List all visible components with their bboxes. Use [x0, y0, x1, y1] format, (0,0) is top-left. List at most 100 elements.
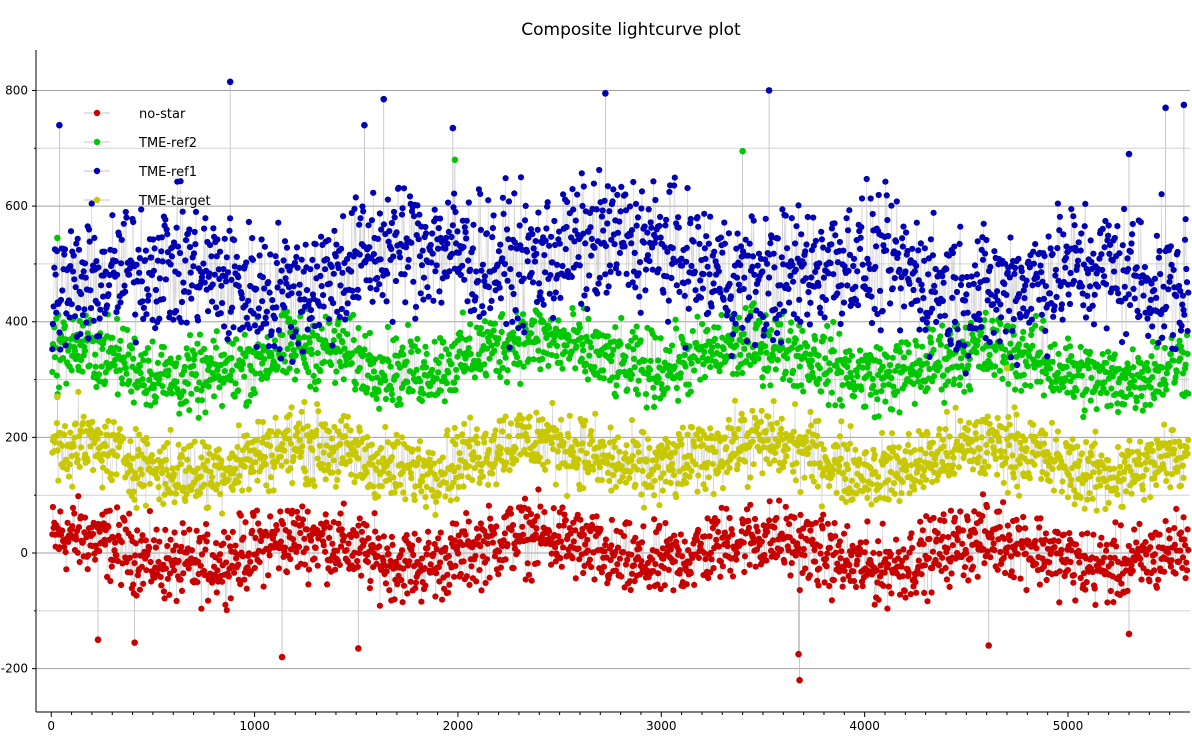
data-point [845, 267, 852, 274]
data-point [741, 274, 748, 281]
data-point [628, 551, 635, 558]
data-point [90, 530, 97, 538]
data-point [1117, 522, 1124, 529]
data-point [818, 516, 825, 523]
data-point [144, 297, 151, 304]
data-point [231, 569, 238, 576]
data-point [367, 577, 374, 585]
data-point [905, 341, 912, 348]
data-point [135, 246, 142, 253]
data-point [205, 308, 212, 315]
data-point [919, 527, 927, 534]
data-point [398, 211, 406, 218]
data-point [771, 264, 778, 271]
data-point [1170, 357, 1177, 364]
data-point [238, 366, 245, 373]
data-point [93, 383, 100, 391]
data-point [116, 346, 123, 353]
data-point [1040, 295, 1047, 302]
data-point [1016, 525, 1023, 532]
data-point [582, 541, 589, 548]
data-point [423, 551, 430, 558]
data-point [98, 363, 105, 370]
data-point [987, 554, 994, 561]
data-point [801, 552, 808, 559]
data-point [488, 297, 495, 304]
data-point [715, 268, 723, 275]
data-point [285, 315, 293, 322]
data-point [491, 320, 498, 327]
data-point [796, 587, 803, 594]
data-point [263, 320, 270, 327]
data-point [1022, 525, 1029, 532]
data-point [221, 323, 228, 330]
data-point [279, 332, 286, 339]
data-point [893, 238, 900, 245]
data-point [466, 581, 473, 589]
data-point [840, 299, 848, 306]
data-point [684, 185, 691, 192]
data-point [235, 274, 242, 281]
data-point [832, 549, 840, 556]
data-point [483, 230, 490, 237]
data-point [435, 564, 442, 571]
data-point [81, 514, 89, 521]
data-point [511, 190, 518, 197]
data-point [1051, 303, 1058, 310]
data-point [673, 325, 680, 332]
data-point [640, 239, 648, 246]
data-point [93, 258, 100, 265]
data-point [348, 268, 355, 275]
data-point [463, 235, 470, 242]
data-point [666, 188, 673, 195]
data-point [384, 545, 391, 552]
data-point [1080, 302, 1087, 309]
data-point [650, 384, 657, 391]
data-point [211, 393, 218, 400]
data-point [194, 317, 202, 324]
data-point [292, 328, 299, 335]
data-point [721, 219, 728, 226]
data-point [1040, 317, 1047, 324]
data-point [158, 582, 165, 589]
data-point [819, 525, 826, 532]
data-point [840, 576, 847, 583]
data-point [232, 542, 239, 549]
data-point [651, 516, 658, 523]
data-point [243, 585, 250, 592]
data-point [301, 561, 309, 568]
data-point [723, 505, 730, 512]
data-point [190, 356, 198, 363]
data-point [218, 282, 225, 289]
data-point [533, 525, 540, 532]
data-point [1074, 257, 1082, 264]
data-point [467, 321, 474, 328]
data-point [253, 507, 260, 514]
data-point [964, 309, 971, 316]
data-point [491, 530, 498, 537]
data-point [1156, 531, 1163, 538]
data-point [168, 390, 176, 397]
data-point [1042, 283, 1049, 290]
data-point [131, 639, 138, 646]
data-point [380, 557, 387, 564]
data-point [1110, 599, 1117, 606]
data-point [422, 223, 429, 231]
data-point [827, 336, 834, 343]
data-point [1161, 568, 1168, 575]
data-point [807, 351, 814, 358]
data-point [613, 261, 620, 268]
data-point [877, 345, 884, 352]
data-point [629, 328, 636, 335]
data-point [669, 245, 676, 252]
data-point [461, 276, 468, 283]
data-point [241, 373, 248, 380]
data-point [623, 270, 630, 277]
data-point [341, 345, 348, 352]
data-point [1042, 327, 1049, 334]
data-point [468, 563, 475, 570]
data-point [317, 368, 324, 375]
data-point [501, 271, 508, 278]
data-point [909, 544, 916, 552]
data-point [834, 290, 841, 297]
